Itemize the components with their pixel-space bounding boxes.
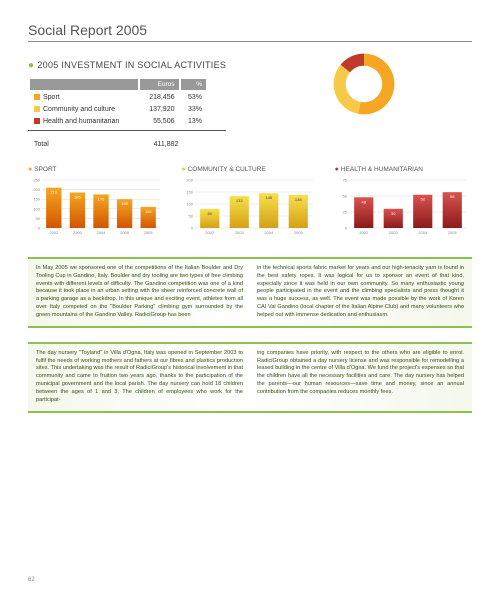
svg-text:250: 250 <box>33 178 40 183</box>
donut-slice <box>334 65 361 114</box>
svg-text:2002: 2002 <box>206 230 216 235</box>
svg-text:200: 200 <box>33 187 40 192</box>
bullet-icon: ● <box>28 60 34 71</box>
svg-text:50: 50 <box>36 216 41 221</box>
chart-block: ●COMMUNITY & CULTURE 0 50 100 150 200 80 2002 13… <box>181 166 318 243</box>
text-block-1: In May 2005 we sponsored one of the comp… <box>28 257 472 328</box>
block2-left: The day nursery "Toyland" in Villa d'Ogn… <box>36 350 243 405</box>
svg-text:0: 0 <box>344 226 347 231</box>
svg-text:133: 133 <box>236 198 243 203</box>
svg-text:25: 25 <box>342 210 347 215</box>
svg-text:100: 100 <box>187 202 194 207</box>
total-label: Total <box>30 139 92 150</box>
svg-text:175: 175 <box>98 196 105 201</box>
svg-text:100: 100 <box>33 206 40 211</box>
block1-left: In May 2005 we sponsored one of the comp… <box>36 265 243 320</box>
swatch-icon <box>34 118 40 124</box>
swatch-icon <box>34 106 40 112</box>
section-title-text: 2005 INVESTMENT IN SOCIAL ACTIVITIES <box>37 60 226 70</box>
section-title: ●2005 INVESTMENT IN SOCIAL ACTIVITIES <box>28 60 226 71</box>
svg-text:80: 80 <box>208 211 213 216</box>
chart-title: ●SPORT <box>28 166 165 173</box>
block2-right: ing companies have priority, with respec… <box>257 350 464 405</box>
chart-block: ●HEALTH & HUMANITARIAN 0 25 50 75 48 2002 30 200… <box>335 166 472 243</box>
page-title: Social Report 2005 <box>28 22 472 38</box>
page-number: 62 <box>28 577 35 583</box>
svg-text:75: 75 <box>342 178 347 183</box>
svg-text:185: 185 <box>74 194 81 199</box>
svg-text:2005: 2005 <box>144 230 154 235</box>
svg-text:210: 210 <box>50 190 57 195</box>
block1-right: in the technical sports fabric market fo… <box>257 265 464 320</box>
svg-text:150: 150 <box>187 190 194 195</box>
svg-text:2004: 2004 <box>97 230 107 235</box>
bullet-icon: ● <box>28 166 32 173</box>
bar-chart: 0 25 50 75 48 2002 30 2003 52 2004 56 2005 <box>335 176 469 238</box>
bar-chart: 0 50 100 150 200 250 210 2002 185 2003 175 2004 150 2… <box>28 176 162 238</box>
chart-block: ●SPORT 0 50 100 150 200 250 210 2002 185 2003 175 20… <box>28 166 165 243</box>
svg-text:150: 150 <box>121 201 128 206</box>
bar-charts-row: ●SPORT0501001502002502102002185200317520… <box>28 166 472 243</box>
svg-text:2004: 2004 <box>418 230 428 235</box>
svg-text:2002: 2002 <box>49 230 59 235</box>
chart-title: ●COMMUNITY & CULTURE <box>181 166 318 173</box>
table-header: Euros % <box>30 79 206 90</box>
svg-text:50: 50 <box>189 214 194 219</box>
svg-text:2005: 2005 <box>294 230 304 235</box>
investment-section: ●2005 INVESTMENT IN SOCIAL ACTIVITIES Eu… <box>28 42 226 152</box>
bullet-icon: ● <box>335 166 339 173</box>
investment-table: Euros % Sport218,45653% Community and cul… <box>28 77 208 128</box>
donut-chart-wrap <box>256 42 472 122</box>
svg-text:138: 138 <box>295 197 302 202</box>
donut-chart <box>326 46 402 122</box>
svg-text:0: 0 <box>38 226 41 231</box>
svg-text:2004: 2004 <box>265 230 275 235</box>
table-total-row: Total 411,882 <box>30 139 206 150</box>
bar-chart: 0 50 100 150 200 80 2002 133 2003 145 2004 138 2005 <box>181 176 315 238</box>
svg-text:50: 50 <box>342 194 347 199</box>
svg-text:52: 52 <box>420 197 425 202</box>
svg-text:2003: 2003 <box>235 230 245 235</box>
svg-text:30: 30 <box>391 211 396 216</box>
svg-text:110: 110 <box>145 209 152 214</box>
svg-text:2002: 2002 <box>359 230 369 235</box>
col-euros: Euros <box>140 79 179 90</box>
col-pct: % <box>181 79 207 90</box>
swatch-icon <box>34 94 40 100</box>
table-row: Community and culture137,92033% <box>30 104 206 114</box>
svg-text:200: 200 <box>187 178 194 183</box>
text-block-2: The day nursery "Toyland" in Villa d'Ogn… <box>28 342 472 413</box>
svg-text:150: 150 <box>33 197 40 202</box>
chart-title: ●HEALTH & HUMANITARIAN <box>335 166 472 173</box>
total-value: 411,882 <box>94 139 183 150</box>
svg-text:2003: 2003 <box>73 230 83 235</box>
table-row: Sport218,45653% <box>30 92 206 102</box>
table-rule <box>28 130 226 131</box>
table-row: Health and humanitarian55,50613% <box>30 116 206 126</box>
svg-text:2005: 2005 <box>120 230 130 235</box>
svg-text:145: 145 <box>266 195 273 200</box>
svg-text:2005: 2005 <box>447 230 457 235</box>
bullet-icon: ● <box>181 166 185 173</box>
svg-text:56: 56 <box>450 194 455 199</box>
svg-text:48: 48 <box>361 199 366 204</box>
svg-text:2003: 2003 <box>388 230 398 235</box>
svg-text:0: 0 <box>191 226 194 231</box>
